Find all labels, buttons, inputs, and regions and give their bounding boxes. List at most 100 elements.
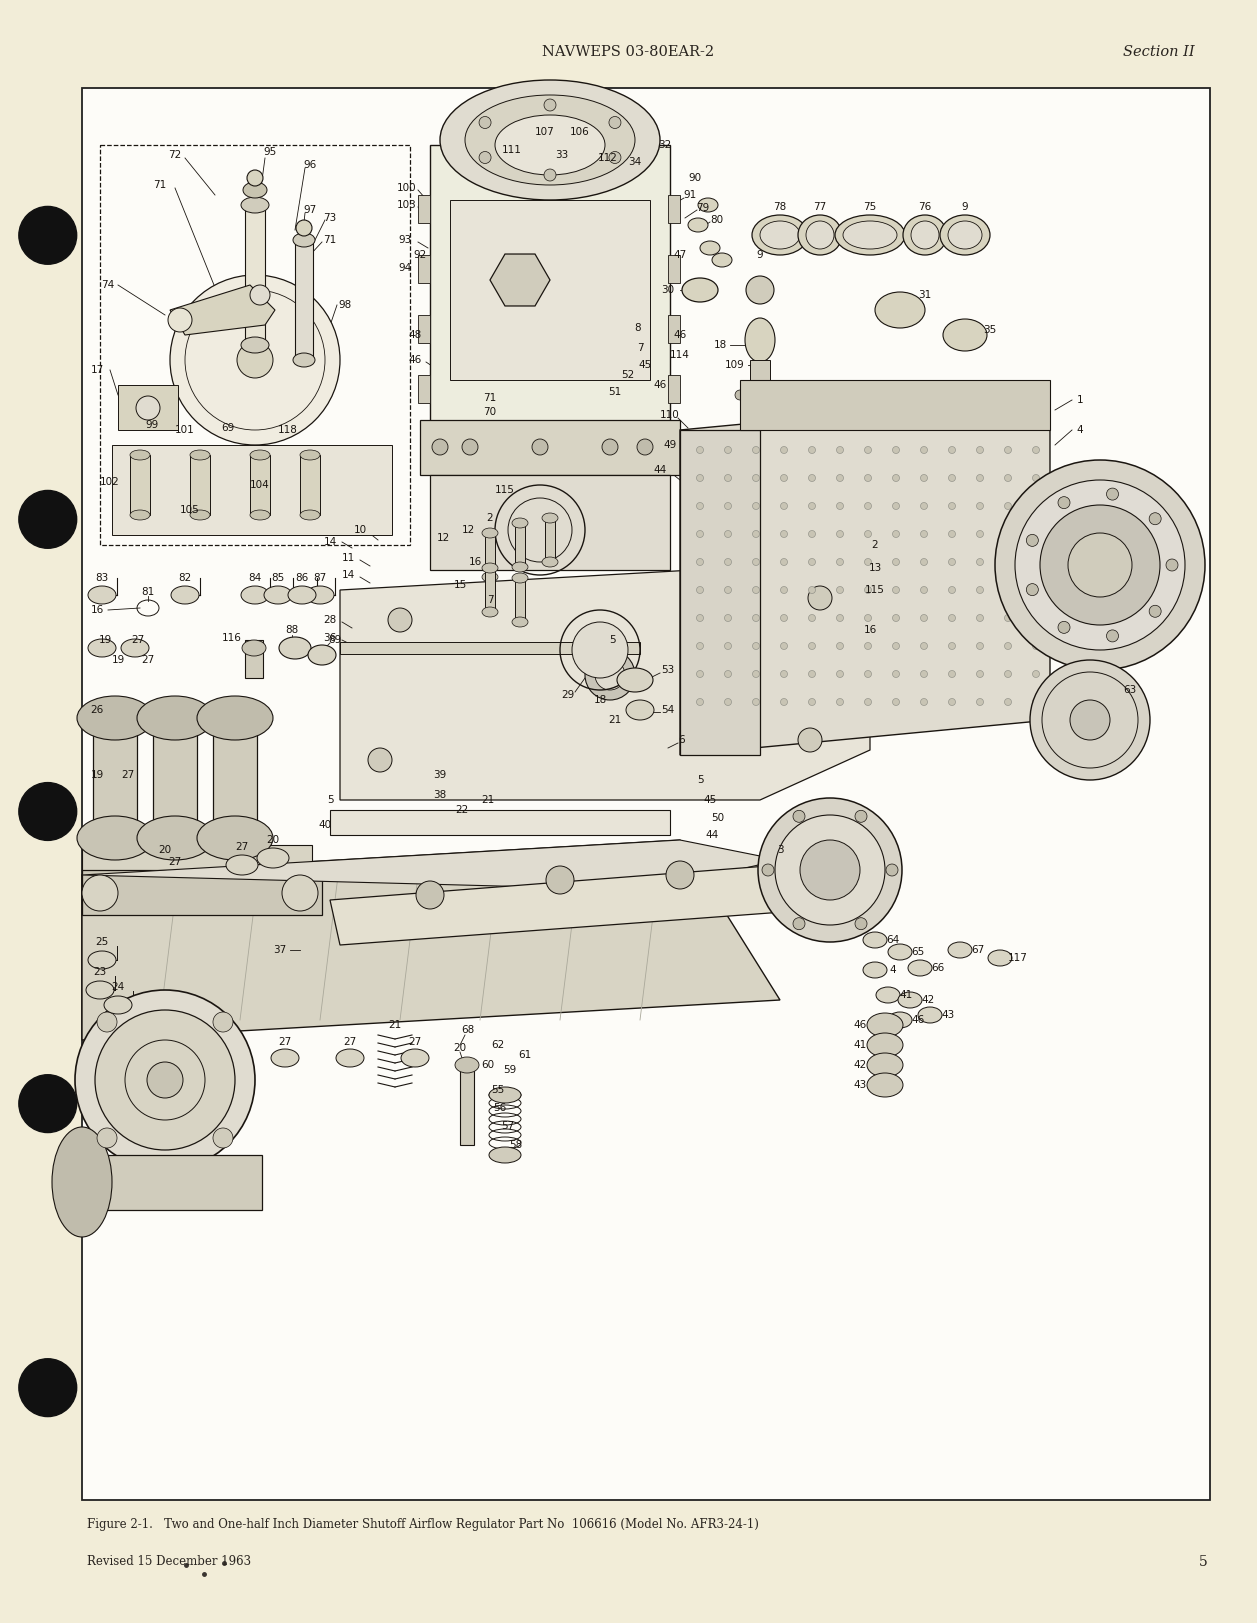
Circle shape [753,531,759,537]
Text: 59: 59 [503,1065,517,1074]
Bar [190,454,210,514]
Text: 109: 109 [725,360,745,370]
Bar [667,315,680,342]
Bar [118,385,178,430]
Ellipse shape [683,278,718,302]
Text: 28: 28 [323,615,337,625]
Circle shape [949,615,955,622]
Circle shape [836,558,843,565]
Circle shape [892,643,900,649]
Bar [212,717,256,837]
Text: 45: 45 [704,795,716,805]
Text: 81: 81 [141,588,155,597]
Text: 97: 97 [303,204,317,214]
Ellipse shape [256,847,289,868]
Text: 13: 13 [869,563,881,573]
Circle shape [977,503,983,510]
Circle shape [1004,643,1012,649]
Text: 46: 46 [854,1019,866,1031]
Bar [750,360,771,394]
Text: 26: 26 [91,704,103,716]
Circle shape [753,643,759,649]
Text: 40: 40 [318,820,332,829]
Text: 30: 30 [661,286,675,295]
Ellipse shape [293,234,316,247]
Text: 41: 41 [899,990,913,1000]
Circle shape [1149,605,1161,617]
Text: 52: 52 [621,370,635,380]
Text: 112: 112 [598,153,618,162]
Text: 92: 92 [414,250,426,260]
Circle shape [1032,643,1040,649]
Text: 73: 73 [323,213,337,222]
Circle shape [724,558,732,565]
Bar [101,144,410,545]
Text: 27: 27 [278,1037,292,1047]
Circle shape [920,531,928,537]
Bar [331,810,670,834]
Text: 75: 75 [864,201,876,213]
Polygon shape [82,841,781,889]
Circle shape [949,531,955,537]
Circle shape [97,1128,117,1147]
Circle shape [1032,474,1040,482]
Text: 19: 19 [112,656,124,665]
Circle shape [19,490,77,549]
Text: 65: 65 [911,946,925,958]
Circle shape [724,474,732,482]
Circle shape [1004,558,1012,565]
Text: 54: 54 [661,704,675,716]
Circle shape [920,503,928,510]
Circle shape [745,276,774,304]
Text: 46: 46 [911,1014,925,1026]
Text: 27: 27 [409,1037,421,1047]
Circle shape [920,670,928,677]
Text: 35: 35 [983,325,997,334]
Circle shape [920,643,928,649]
Bar [82,88,1210,1500]
Circle shape [781,643,787,649]
Ellipse shape [336,1048,365,1066]
Ellipse shape [948,221,982,248]
Bar [295,240,313,360]
Ellipse shape [481,571,498,583]
Text: 25: 25 [96,936,108,946]
Bar [82,846,312,875]
Circle shape [608,117,621,128]
Text: 14: 14 [323,537,337,547]
Ellipse shape [760,221,799,248]
Circle shape [696,474,704,482]
Circle shape [865,531,871,537]
Circle shape [1032,503,1040,510]
Ellipse shape [300,510,321,519]
Text: 17: 17 [91,365,103,375]
Circle shape [977,446,983,453]
Circle shape [724,503,732,510]
Circle shape [1032,446,1040,453]
Circle shape [753,670,759,677]
Ellipse shape [512,573,528,583]
Circle shape [836,474,843,482]
Text: NAVWEPS 03-80EAR-2: NAVWEPS 03-80EAR-2 [543,45,714,58]
Circle shape [75,990,255,1170]
Text: 23: 23 [93,967,107,977]
Ellipse shape [798,214,842,255]
Ellipse shape [401,1048,429,1066]
Ellipse shape [121,639,150,657]
Circle shape [781,586,787,594]
Text: 72: 72 [168,149,181,161]
Circle shape [781,474,787,482]
Ellipse shape [542,557,558,566]
Ellipse shape [489,1087,520,1104]
Text: 4: 4 [1077,425,1084,435]
Text: 27: 27 [141,656,155,665]
Circle shape [865,446,871,453]
Circle shape [696,558,704,565]
Circle shape [724,531,732,537]
Circle shape [808,558,816,565]
Ellipse shape [875,292,925,328]
Circle shape [808,446,816,453]
Text: 88: 88 [285,625,299,635]
Text: 2: 2 [486,513,493,523]
Text: 77: 77 [813,201,827,213]
